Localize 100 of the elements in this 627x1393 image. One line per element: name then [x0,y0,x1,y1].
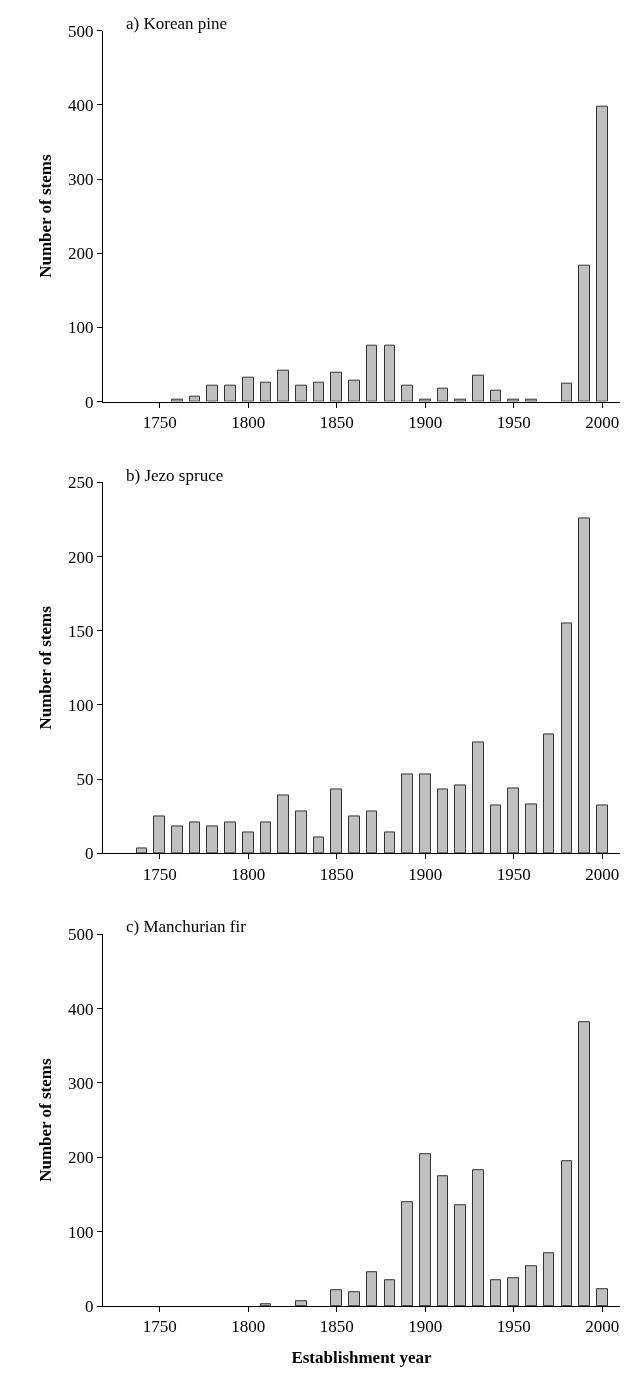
x-tick-label: 1750 [142,864,177,884]
bar [348,379,360,402]
y-axis-title: Number of stems [35,154,55,278]
bar [490,804,501,854]
x-tick-label: 1850 [319,412,354,432]
bar [295,384,307,402]
bar [224,384,236,402]
bar [384,1279,395,1307]
bar [384,344,395,402]
chart-title: a) Korean pine [126,14,228,33]
bar [561,1160,572,1307]
x-tick-label: 1850 [319,1317,354,1337]
x-tick-label: 2000 [585,1317,620,1337]
x-tick-label: 1800 [231,1317,266,1337]
x-tick-label: 1950 [496,1317,531,1337]
bar [153,815,165,854]
y-tick-label: 0 [85,1297,94,1317]
y-tick-label: 300 [68,1073,94,1093]
y-tick-label: 100 [68,1222,94,1242]
bar [330,788,342,854]
y-tick-label: 100 [68,318,94,338]
bar [525,803,537,854]
bar [313,381,324,402]
bar [348,815,360,854]
bar [543,1252,554,1307]
bar [242,831,254,854]
bar [330,371,342,402]
bar [401,1201,413,1307]
y-tick-label: 200 [68,1148,94,1168]
bar [401,384,413,402]
bar [419,773,431,854]
bar [295,810,307,854]
bar [437,1175,448,1307]
y-tick-label: 400 [68,95,94,115]
bar [295,1300,307,1307]
bar [366,1271,377,1307]
x-tick-label: 1800 [231,412,266,432]
bar [171,825,183,854]
bar [454,784,466,854]
bar [525,1265,537,1307]
bar [472,1169,484,1307]
bar [437,788,448,854]
x-tick-label: 1950 [496,864,531,884]
bar [260,821,271,854]
bar [507,1277,519,1307]
bar [472,741,484,854]
y-tick-label: 300 [68,170,94,189]
bar [490,389,501,402]
x-tick-label: 1900 [408,1317,443,1337]
bar [206,825,218,854]
y-tick-label: 500 [68,21,94,41]
bar [277,794,289,854]
x-tick-label: 2000 [585,412,620,432]
x-tick-label: 1800 [231,864,266,884]
bar [136,847,147,854]
bar [206,384,218,402]
bar [419,1153,431,1307]
y-tick-label: 0 [85,844,94,864]
bar [189,821,200,854]
bar [596,105,608,402]
bar [260,381,271,402]
x-tick-label: 1750 [142,412,177,432]
chart-title: b) Jezo spruce [126,466,224,485]
bar [366,810,377,854]
y-tick-label: 400 [68,999,94,1019]
y-tick-label: 200 [68,547,94,567]
bar [437,387,448,402]
chart-title: c) Manchurian fir [126,917,247,936]
bar [561,382,572,402]
x-tick-label: 1850 [319,864,354,884]
bar [454,1204,466,1307]
bar [242,376,254,402]
bar [277,369,289,402]
bar [507,787,519,854]
y-tick-label: 200 [68,244,94,264]
y-tick-label: 50 [76,770,94,790]
bar [596,1288,608,1307]
bar [578,264,590,402]
bar [330,1289,342,1307]
x-tick-label: 1750 [142,1317,177,1337]
x-tick-label: 1900 [408,864,443,884]
bar [578,517,590,854]
bar [260,1303,271,1307]
bar [596,804,608,854]
y-tick-label: 0 [85,392,94,412]
x-tick-label: 2000 [585,864,620,884]
y-tick-label: 500 [68,925,94,945]
bar [401,773,413,854]
bar [366,344,377,402]
x-tick-label: 1950 [496,412,531,432]
bar [313,836,324,854]
x-axis-title: Establishment year [291,1347,433,1367]
y-tick-label: 150 [68,621,94,641]
bar [578,1021,590,1307]
x-tick-label: 1900 [408,412,443,432]
bar [384,831,395,854]
bar [472,374,484,402]
y-tick-label: 250 [68,473,94,493]
bar [490,1279,501,1307]
bar [561,622,572,854]
